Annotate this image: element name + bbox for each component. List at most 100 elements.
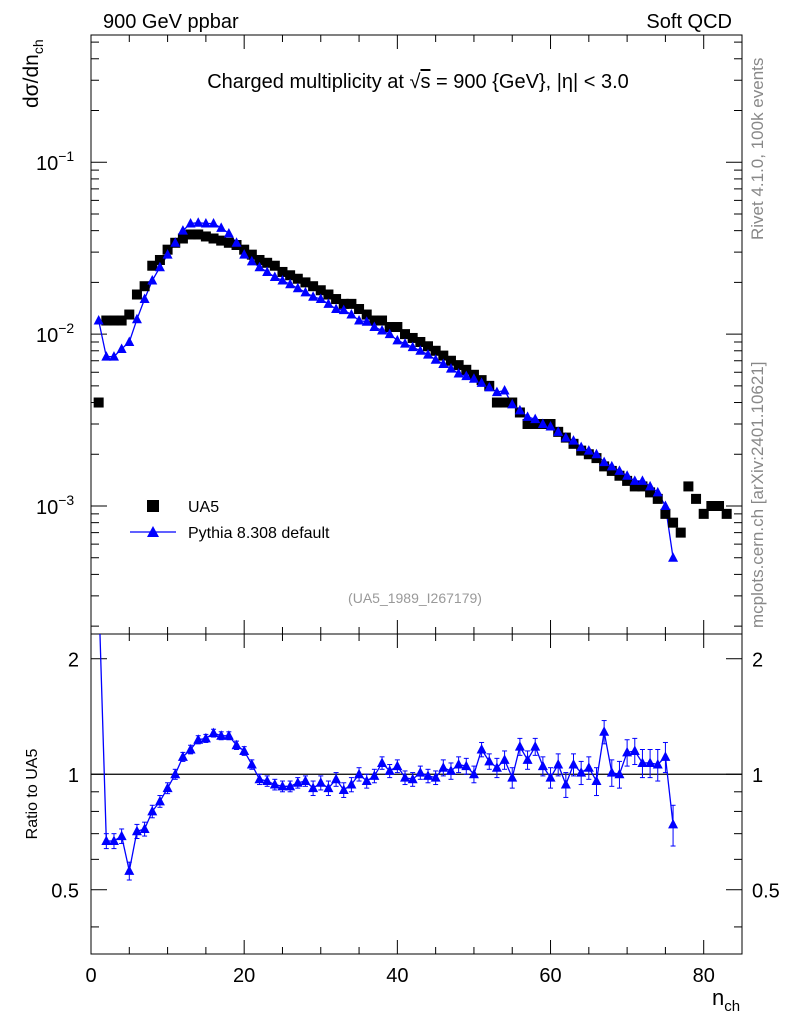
pythia-data-point — [239, 249, 250, 259]
pythia-data-point — [491, 386, 502, 397]
ua5-data-point — [438, 350, 449, 361]
x-tick-label: 0 — [85, 965, 96, 987]
ua5-data-point — [200, 231, 211, 242]
mcplots-source-label: mcplots.cern.ch [arXiv:2401.10621] — [748, 362, 767, 628]
pythia-data-point — [468, 373, 479, 383]
ua5-data-point — [622, 475, 633, 486]
pythia-data-point — [507, 398, 518, 409]
pythia-data-point — [660, 500, 671, 510]
ua5-data-point — [193, 229, 204, 240]
ua5-data-point — [361, 309, 372, 320]
ratio-y-tick-label-left: 0.5 — [51, 881, 79, 903]
ratio-data-point — [193, 734, 204, 744]
pythia-data-point — [514, 404, 525, 415]
ratio-data-point — [484, 755, 495, 766]
pythia-data-point — [438, 358, 449, 369]
pythia-data-point — [622, 470, 633, 480]
pythia-data-point — [354, 315, 365, 325]
ratio-data-point — [231, 739, 242, 750]
ratio-data-point — [177, 751, 188, 761]
main-y-axis-label-sub: ch — [30, 39, 46, 54]
pythia-data-point — [185, 218, 196, 228]
ratio-data-point — [591, 775, 602, 786]
ua5-data-point — [101, 315, 112, 326]
pythia-data-point — [445, 363, 456, 373]
ratio-data-point — [545, 772, 556, 782]
pythia-data-point — [568, 435, 579, 445]
ua5-data-point — [254, 254, 265, 265]
ratio-data-point — [514, 741, 525, 751]
ratio-data-point — [668, 818, 679, 829]
legend-pythia-label: Pythia 8.308 default — [188, 525, 330, 542]
pythia-data-point — [223, 227, 234, 238]
pythia-data-point — [308, 291, 319, 301]
pythia-data-point — [170, 237, 181, 247]
ua5-data-point — [154, 254, 165, 265]
ua5-data-point — [124, 309, 135, 320]
ratio-data-point — [468, 768, 479, 779]
pythia-data-point — [384, 328, 395, 339]
pythia-data-point — [269, 271, 280, 281]
pythia-data-point — [583, 445, 594, 455]
ua5-data-point — [377, 315, 388, 326]
ratio-y-tick-label-right: 0.5 — [752, 881, 780, 903]
pythia-data-point — [338, 304, 349, 315]
ratio-data-point — [629, 745, 640, 755]
ua5-data-point — [177, 233, 188, 244]
pythia-data-point — [629, 475, 640, 485]
ratio-data-point — [606, 767, 617, 777]
pythia-data-point — [292, 282, 303, 293]
main-y-tick-label: 10−3 — [36, 492, 74, 519]
pythia-data-point — [323, 298, 334, 308]
ua5-data-point — [491, 397, 502, 408]
ua5-data-point — [691, 493, 702, 504]
ua5-data-point — [522, 418, 533, 429]
pythia-data-point — [645, 480, 656, 491]
ratio-data-point — [185, 744, 196, 754]
ua5-data-point — [277, 266, 288, 277]
ratio-data-point — [254, 773, 265, 784]
ratio-data-point — [576, 767, 587, 777]
ratio-data-point — [645, 757, 656, 767]
x-axis-label-sub: ch — [724, 998, 740, 1015]
pythia-data-point — [254, 261, 265, 272]
pythia-data-point — [369, 321, 380, 332]
ratio-data-point — [338, 784, 349, 794]
pythia-data-point — [300, 286, 311, 297]
ratio-data-point — [499, 754, 510, 764]
ua5-data-point — [714, 500, 725, 511]
ratio-data-point — [346, 779, 357, 789]
ua5-data-point — [308, 281, 319, 292]
ratio-data-point — [147, 805, 158, 816]
ratio-data-point — [400, 772, 411, 782]
pythia-data-point — [484, 381, 495, 392]
ratio-data-point — [216, 730, 227, 740]
pythia-data-point — [553, 426, 564, 436]
ua5-data-point — [139, 281, 150, 292]
ua5-data-point — [354, 304, 365, 315]
ratio-data-point — [116, 830, 127, 841]
pythia-data-point — [147, 275, 158, 285]
axes-layer: 0 20 40 60 80 10−1 10−2 10−3 2 2 1 1 0.5 0.5 — [36, 35, 780, 987]
ua5-data-point — [683, 481, 694, 492]
ratio-data-point — [453, 759, 464, 769]
pythia-data-point — [262, 266, 273, 276]
pythia-data-point — [131, 313, 142, 324]
ua5-data-point — [400, 329, 411, 340]
pythia-data-point — [430, 354, 441, 364]
ratio-data-point — [262, 775, 273, 786]
pythia-data-point — [400, 338, 411, 348]
ratio-data-point — [422, 770, 433, 780]
pythia-data-point — [200, 218, 211, 228]
ua5-data-point — [246, 249, 257, 260]
ratio-y-tick-label-right: 1 — [752, 765, 763, 787]
ratio-data-point — [239, 745, 250, 755]
ratio-data-point — [315, 777, 326, 787]
ratio-data-point — [384, 765, 395, 775]
header-left-label: 900 GeV ppbar — [103, 11, 239, 33]
ratio-data-point — [392, 760, 403, 771]
ua5-data-point — [262, 257, 273, 268]
ratio-series-group — [99, 634, 679, 881]
pythia-data-point — [246, 255, 257, 266]
header-right-label: Soft QCD — [646, 11, 732, 33]
